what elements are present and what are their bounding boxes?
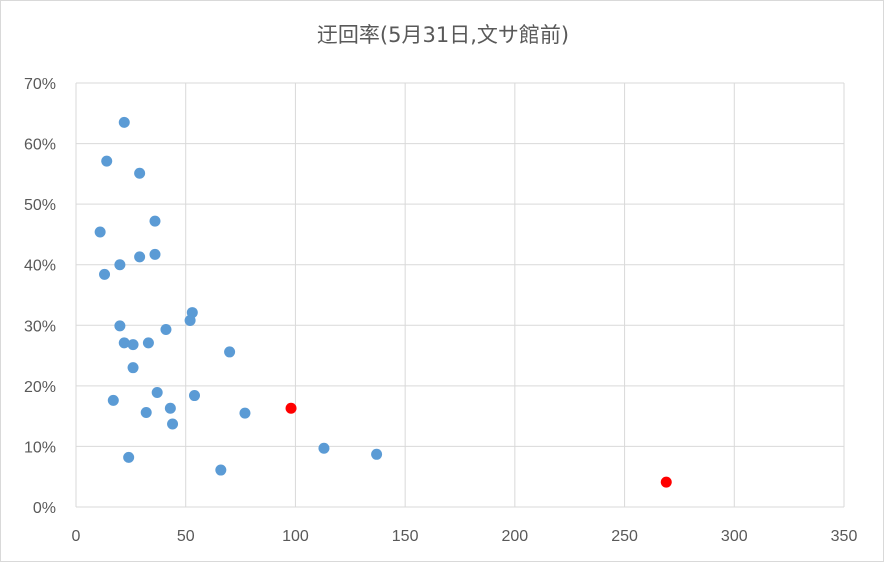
data-point	[134, 167, 146, 179]
y-tick-label: 50%	[24, 197, 56, 214]
x-tick-label: 350	[831, 528, 858, 545]
data-point	[107, 394, 119, 406]
data-point	[318, 442, 330, 454]
data-point	[660, 476, 672, 488]
data-point	[101, 155, 113, 167]
y-tick-label: 10%	[24, 439, 56, 456]
data-point	[118, 337, 130, 349]
gridlines	[75, 82, 845, 508]
y-tick-label: 20%	[24, 379, 56, 396]
data-point	[371, 448, 383, 460]
y-tick-label: 30%	[24, 318, 56, 335]
x-tick-label: 100	[282, 528, 309, 545]
x-tick-label: 200	[502, 528, 529, 545]
data-point	[127, 362, 139, 374]
data-point	[224, 346, 236, 358]
x-tick-label: 150	[392, 528, 419, 545]
data-point	[188, 390, 200, 402]
data-point	[167, 418, 179, 430]
y-tick-label: 60%	[24, 137, 56, 154]
x-tick-label: 300	[721, 528, 748, 545]
x-tick-label: 0	[72, 528, 81, 545]
y-tick-label: 70%	[24, 76, 56, 93]
data-points	[94, 116, 672, 488]
data-point	[94, 226, 106, 238]
data-point	[151, 387, 163, 399]
data-point	[114, 259, 126, 271]
x-tick-label: 250	[611, 528, 638, 545]
data-point	[164, 402, 176, 414]
data-point	[127, 339, 139, 351]
data-point	[99, 268, 111, 280]
data-point	[114, 320, 126, 332]
data-point	[134, 251, 146, 263]
data-point	[118, 116, 130, 128]
data-point	[140, 407, 152, 419]
y-tick-label: 0%	[33, 500, 56, 517]
data-point	[149, 248, 161, 260]
data-point	[123, 451, 135, 463]
data-point	[142, 337, 154, 349]
axis-ticks: 0 50 100 150 200 250 300 350 0% 10% 20% 30% 40% 50% 60…	[24, 76, 857, 545]
data-point	[184, 314, 196, 326]
data-point	[215, 464, 227, 476]
x-tick-label: 50	[177, 528, 195, 545]
data-point	[239, 407, 251, 419]
y-tick-label: 40%	[24, 258, 56, 275]
data-point	[285, 402, 297, 414]
data-point	[160, 324, 172, 336]
data-point	[149, 215, 161, 227]
chart-title: 迂回率(5月31日,文サ館前)	[316, 23, 570, 47]
